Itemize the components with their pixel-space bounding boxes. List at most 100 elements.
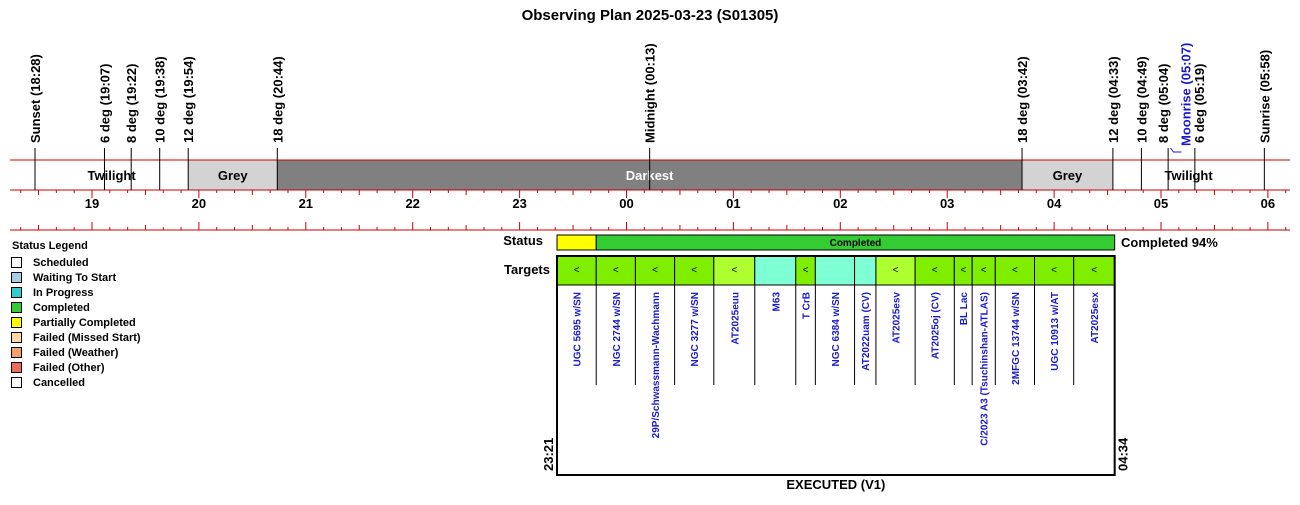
target-name-8: AT2022uam (CV)	[861, 292, 872, 371]
target-name-1: NGC 2744 w/SN	[612, 292, 623, 366]
legend-title: Status Legend	[12, 240, 88, 252]
chart-title: Observing Plan 2025-03-23 (S01305)	[522, 7, 779, 24]
target-name-3: NGC 3277 w/SN	[690, 292, 701, 366]
status-label: Status	[503, 233, 543, 248]
hour-label-21: 21	[299, 196, 313, 211]
hour-label-05: 05	[1154, 196, 1168, 211]
legend-swatch-8	[11, 377, 22, 388]
legend-label-0: Scheduled	[33, 257, 89, 269]
target-name-4: AT2025euu	[730, 292, 741, 345]
target-name-10: AT2025oj (CV)	[931, 292, 942, 359]
target-bar-13	[994, 255, 1036, 286]
target-name-5: M63	[771, 292, 782, 312]
status-segment-1	[595, 234, 1116, 251]
target-bar-1	[595, 255, 636, 286]
legend-swatch-0	[11, 257, 22, 268]
legend-swatch-4	[11, 317, 22, 328]
band-label-3: Grey	[1053, 168, 1083, 183]
legend-label-4: Partially Completed	[33, 317, 136, 329]
target-mark-4: <	[731, 265, 737, 276]
target-mark-14: <	[1051, 265, 1057, 276]
event-label-11: Moonrise (05:07)	[1178, 43, 1193, 146]
band-1	[188, 160, 278, 190]
target-name-7: NGC 6384 w/SN	[831, 292, 842, 366]
band-3	[1022, 160, 1113, 190]
target-mark-10: <	[932, 265, 938, 276]
band-label-1: Grey	[218, 168, 248, 183]
hour-label-03: 03	[940, 196, 954, 211]
hour-label-22: 22	[405, 196, 419, 211]
status-segment-0	[556, 234, 597, 251]
hour-label-00: 00	[619, 196, 633, 211]
event-label-1: 6 deg (19:07)	[97, 64, 112, 143]
target-mark-13: <	[1012, 265, 1018, 276]
target-name-14: UGC 10913 w/AT	[1050, 292, 1061, 371]
legend-swatch-7	[11, 362, 22, 373]
legend-label-3: Completed	[33, 302, 90, 314]
target-name-2: 29P/Schwassmann-Wachmann	[651, 292, 662, 438]
event-label-13: Sunrise (05:58)	[1257, 50, 1272, 143]
target-mark-9: <	[893, 265, 899, 276]
target-bar-7	[814, 255, 856, 286]
band-4	[1112, 160, 1265, 190]
legend-label-1: Waiting To Start	[33, 272, 116, 284]
targets-label: Targets	[504, 262, 550, 277]
event-label-7: 18 deg (03:42)	[1015, 56, 1030, 143]
band-label-4: Twilight	[1165, 168, 1214, 183]
execution-box	[556, 255, 1116, 476]
target-mark-12: <	[981, 265, 987, 276]
footer-label: EXECUTED (V1)	[786, 477, 885, 492]
event-label-8: 12 deg (04:33)	[1106, 56, 1121, 143]
target-mark-1: <	[613, 265, 619, 276]
legend-swatch-5	[11, 332, 22, 343]
legend-label-7: Failed (Other)	[33, 362, 105, 374]
target-mark-15: <	[1091, 265, 1097, 276]
event-label-0: Sunset (18:28)	[28, 54, 43, 143]
target-name-12: C/2023 A3 (Tsuchinshan-ATLAS)	[980, 292, 991, 446]
target-mark-6: <	[803, 265, 809, 276]
band-label-0: Twilight	[88, 168, 137, 183]
target-mark-3: <	[691, 265, 697, 276]
legend-swatch-6	[11, 347, 22, 358]
exec-start-label: 23:21	[541, 438, 556, 471]
hour-label-20: 20	[192, 196, 206, 211]
target-name-9: AT2025esv	[892, 292, 903, 344]
event-label-5: 18 deg (20:44)	[270, 56, 285, 143]
target-name-0: UGC 5695 w/SN	[573, 292, 584, 366]
legend-swatch-2	[11, 287, 22, 298]
event-label-4: 12 deg (19:54)	[181, 56, 196, 143]
target-mark-0: <	[574, 265, 580, 276]
hour-label-02: 02	[833, 196, 847, 211]
legend-label-6: Failed (Weather)	[33, 347, 119, 359]
event-label-9: 10 deg (04:49)	[1134, 56, 1149, 143]
target-name-6: T CrB	[802, 292, 813, 319]
legend-swatch-3	[11, 302, 22, 313]
legend-label-8: Cancelled	[33, 377, 85, 389]
target-bar-2	[634, 255, 676, 286]
target-bar-5	[754, 255, 797, 286]
hour-label-04: 04	[1047, 196, 1062, 211]
moonrise-connector	[1170, 147, 1182, 153]
hour-label-01: 01	[726, 196, 740, 211]
target-name-13: 2MFGC 13744 w/SN	[1011, 292, 1022, 385]
event-label-12: 6 deg (05:19)	[1192, 64, 1207, 143]
target-mark-11: <	[960, 265, 966, 276]
target-bar-3	[674, 255, 715, 286]
target-bar-14	[1034, 255, 1075, 286]
legend-label-5: Failed (Missed Start)	[33, 332, 141, 344]
legend-label-2: In Progress	[33, 287, 94, 299]
band-0	[34, 160, 189, 190]
target-name-11: BL Lac	[959, 292, 970, 326]
target-bar-10	[914, 255, 955, 286]
target-name-15: AT2025esx	[1090, 292, 1101, 344]
target-bar-9	[875, 255, 916, 286]
target-mark-2: <	[652, 265, 658, 276]
status-segment-label-1: Completed	[830, 238, 882, 249]
event-label-2: 8 deg (19:22)	[124, 64, 139, 143]
completion-text: Completed 94%	[1121, 235, 1218, 250]
hour-label-23: 23	[512, 196, 526, 211]
legend-swatch-1	[11, 272, 22, 283]
target-bar-0	[556, 255, 597, 286]
event-label-6: Midnight (00:13)	[643, 43, 658, 143]
